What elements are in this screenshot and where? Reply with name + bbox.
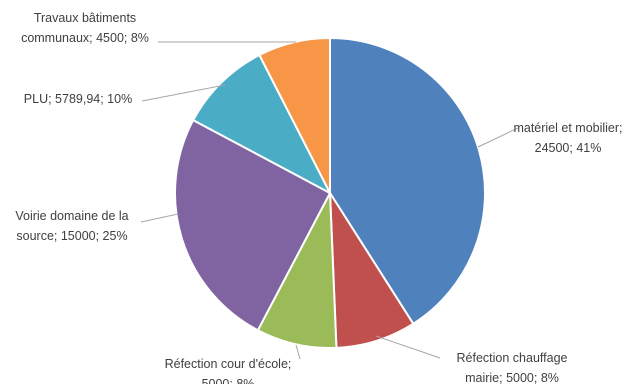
pie-slices xyxy=(174,36,486,349)
data-label-5: Travaux bâtiments communaux; 4500; 8% xyxy=(21,11,149,45)
data-label-1-line-1: mairie; 5000; 8% xyxy=(465,371,559,384)
data-label-3: Voirie domaine de la source; 15000; 25% xyxy=(15,209,128,243)
leader-line-4 xyxy=(141,84,226,102)
leader-line-3 xyxy=(140,213,179,223)
data-label-4: PLU; 5789,94; 10% xyxy=(24,92,132,106)
data-label-5-line-0: Travaux bâtiments xyxy=(34,11,136,25)
data-label-2: Réfection cour d'école; 5000; 8% xyxy=(165,357,292,384)
data-label-2-line-1: 5000; 8% xyxy=(202,377,255,384)
data-label-4-line-0: PLU; 5789,94; 10% xyxy=(24,92,132,106)
leader-line-2 xyxy=(295,344,301,360)
data-labels: matériel et mobilier; 24500; 41% Réfection… xyxy=(15,11,622,384)
data-label-1-line-0: Réfection chauffage xyxy=(457,351,568,365)
pie-slice-4 xyxy=(191,53,333,196)
data-label-5-line-1: communaux; 4500; 8% xyxy=(21,31,149,45)
data-label-0-line-0: matériel et mobilier; xyxy=(513,121,622,135)
leader-lines xyxy=(140,41,519,360)
data-label-3-line-1: source; 15000; 25% xyxy=(16,229,127,243)
leader-line-0 xyxy=(477,127,519,148)
leader-line-1 xyxy=(375,335,441,359)
data-label-1: Réfection chauffage mairie; 5000; 8% xyxy=(457,351,568,384)
data-label-0-line-1: 24500; 41% xyxy=(535,141,602,155)
data-label-3-line-0: Voirie domaine de la xyxy=(15,209,128,223)
data-label-0: matériel et mobilier; 24500; 41% xyxy=(513,121,622,155)
data-label-2-line-0: Réfection cour d'école; xyxy=(165,357,292,371)
